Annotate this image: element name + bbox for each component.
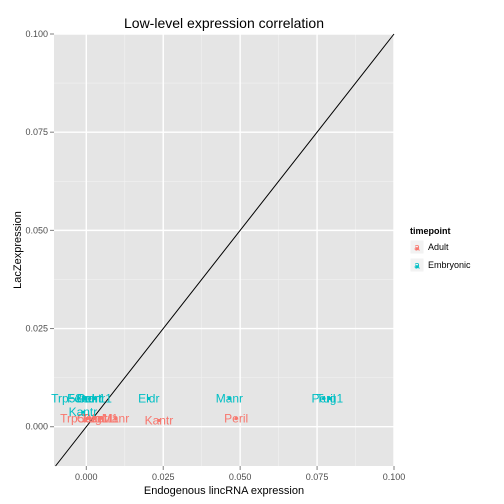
y-tick-label: 0.000: [25, 422, 48, 432]
point-label: Trp53cor1: [51, 391, 106, 405]
y-tick-label: 0.075: [25, 127, 48, 137]
data-point: [85, 416, 89, 421]
legend-key-box: [409, 257, 425, 273]
x-tick-label: 0.025: [152, 472, 175, 482]
point-label: Manr: [102, 411, 129, 425]
identity-line: [55, 33, 395, 467]
point-label: Manr: [216, 391, 243, 405]
point-label: Trp53cor1: [60, 411, 115, 425]
data-point: [157, 418, 161, 423]
y-tick-label: 0.100: [25, 29, 48, 39]
point-label: Pantr1: [83, 411, 119, 425]
legend-key-box: [409, 239, 425, 255]
data-point: [328, 396, 332, 401]
data-point: [83, 396, 87, 401]
point-label: Pantr1: [77, 391, 113, 405]
x-axis-ticks: 0.000 0.025 0.050 0.075 0.100: [75, 466, 405, 482]
legend: timepoint aAdultaEmbryonic: [409, 226, 471, 273]
data-point: [321, 396, 326, 401]
x-tick-label: 0.050: [229, 472, 252, 482]
data-point: [113, 416, 118, 421]
point-label: Celrr: [77, 411, 103, 425]
legend-key-point: [415, 265, 419, 269]
data-point: [88, 396, 92, 401]
point-label: Tug1: [81, 411, 108, 425]
minor-gridlines: [54, 34, 394, 466]
data-point: [147, 396, 151, 401]
point-label: Peril: [224, 411, 248, 425]
data-point: [93, 416, 97, 421]
data-point: [88, 416, 92, 421]
point-label: Kantr: [145, 413, 174, 427]
point-label: Eldr: [138, 391, 159, 405]
legend-label: Adult: [428, 242, 449, 252]
x-axis-title: Endogenous lincRNA expression: [144, 485, 304, 497]
x-tick-label: 0.100: [383, 472, 406, 482]
data-point: [234, 416, 238, 421]
data-point: [76, 396, 80, 401]
data-point: [81, 410, 85, 414]
data-point: [227, 396, 231, 401]
x-tick-label: 0.000: [75, 472, 98, 482]
point-label: Kantr: [69, 405, 98, 419]
y-axis-ticks: 0.000 0.025 0.050 0.075 0.100: [25, 29, 54, 432]
chart-title: Low-level expression correlation: [124, 15, 324, 31]
data-point: [92, 396, 96, 401]
x-tick-label: 0.075: [306, 472, 329, 482]
point-label: Fendrr: [67, 391, 102, 405]
legend-key-point: [415, 247, 419, 251]
point-label: Peril: [312, 391, 336, 405]
legend-title: timepoint: [410, 226, 451, 236]
y-tick-label: 0.025: [25, 324, 48, 334]
legend-label: Embryonic: [428, 260, 471, 270]
major-gridlines: [54, 33, 395, 466]
y-tick-label: 0.050: [25, 225, 48, 235]
point-label: Tug1: [316, 391, 343, 405]
point-label: Celrr: [77, 391, 103, 405]
y-axis-title: LacZexpression: [12, 211, 24, 289]
data-point: [98, 416, 103, 421]
